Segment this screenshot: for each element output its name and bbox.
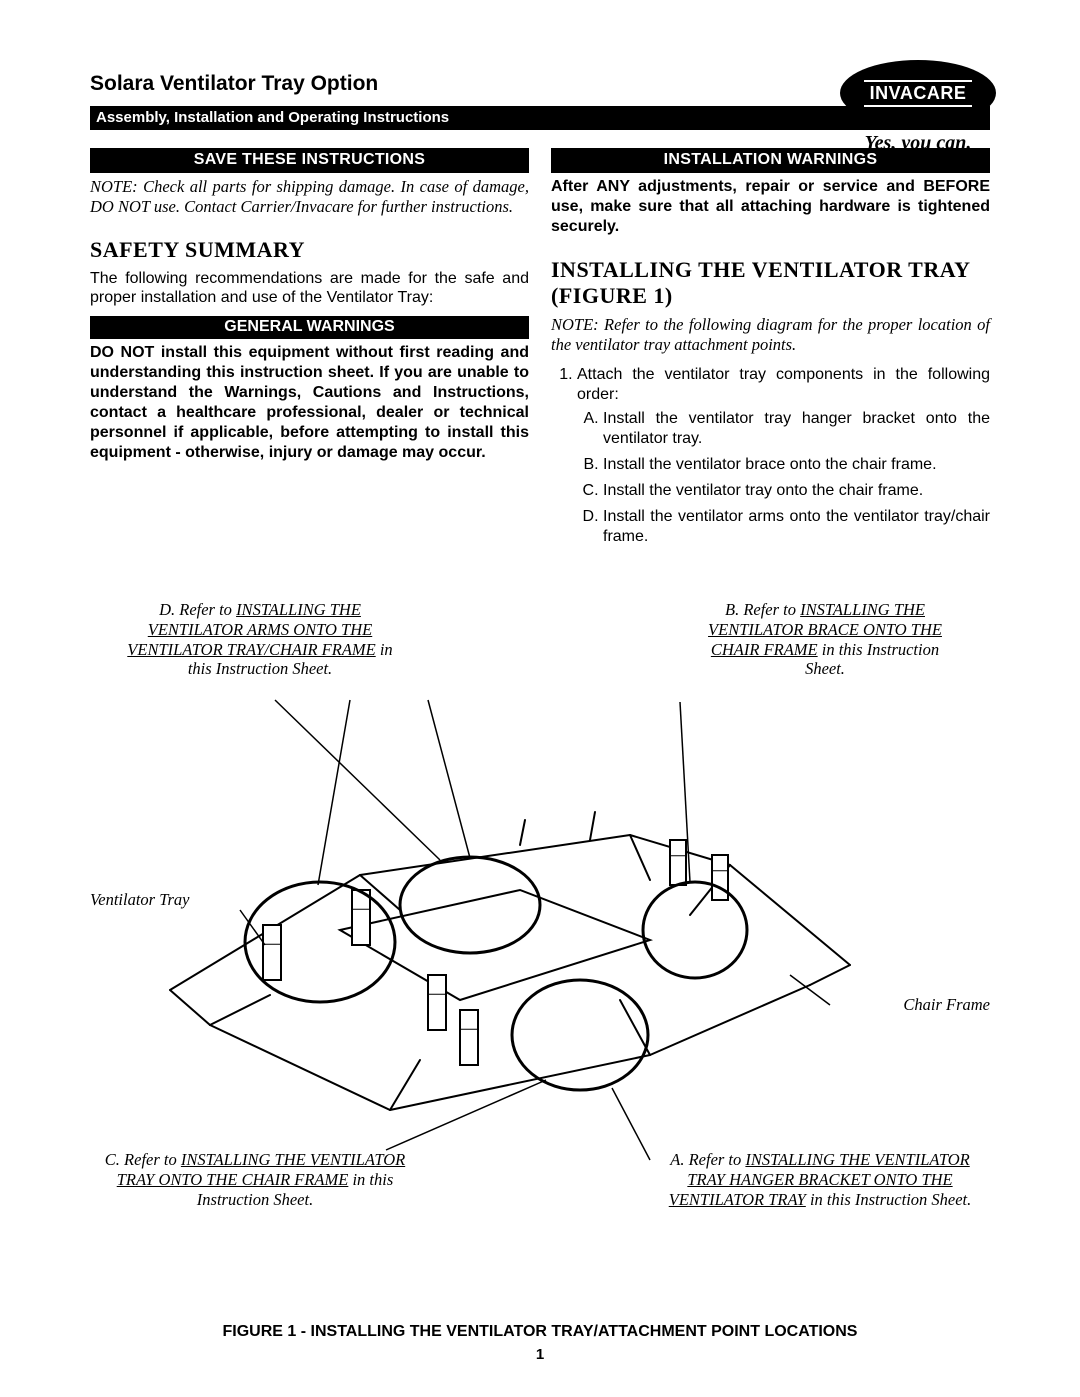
substep-c: Install the ventilator tray onto the cha…: [603, 481, 990, 501]
label-chair-frame: Chair Frame: [840, 995, 990, 1015]
substep-b: Install the ventilator brace onto the ch…: [603, 455, 990, 475]
callout-d-pre: D. Refer to: [159, 600, 236, 619]
general-warnings-header: GENERAL WARNINGS: [90, 316, 529, 339]
install-steps: Attach the ventilator tray components in…: [551, 365, 990, 547]
figure-1: D. Refer to INSTALLING THE VENTILATOR AR…: [90, 610, 990, 1367]
install-substeps: Install the ventilator tray hanger brack…: [577, 409, 990, 547]
step-1-text: Attach the ventilator tray components in…: [577, 366, 990, 403]
callout-a-pre: A. Refer to: [670, 1150, 745, 1169]
page-number: 1: [90, 1346, 990, 1363]
install-heading: INSTALLING THE VENTILATOR TRAY (FIGURE 1…: [551, 257, 990, 309]
brand-tagline: Yes, you can.: [840, 132, 996, 155]
label-ventilator-tray: Ventilator Tray: [90, 890, 240, 910]
brand-logo: INVACARE: [840, 60, 996, 126]
safety-summary-heading: SAFETY SUMMARY: [90, 237, 529, 263]
left-column: SAVE THESE INSTRUCTIONS NOTE: Check all …: [90, 148, 529, 553]
safety-intro-text: The following recommendations are made f…: [90, 269, 529, 308]
callout-c-pre: C. Refer to: [105, 1150, 181, 1169]
brand-block: INVACARE Yes, you can.: [840, 60, 996, 155]
figure-caption: FIGURE 1 - INSTALLING THE VENTILATOR TRA…: [90, 1323, 990, 1341]
callout-a: A. Refer to INSTALLING THE VENTILATOR TR…: [650, 1150, 990, 1209]
step-1: Attach the ventilator tray components in…: [577, 365, 990, 547]
page-header: Solara Ventilator Tray Option Assembly, …: [90, 72, 990, 130]
substep-a: Install the ventilator tray hanger brack…: [603, 409, 990, 449]
shipping-note: NOTE: Check all parts for shipping damag…: [90, 177, 529, 217]
content-columns: SAVE THESE INSTRUCTIONS NOTE: Check all …: [90, 148, 990, 553]
substep-d: Install the ventilator arms onto the ven…: [603, 507, 990, 547]
save-instructions-header: SAVE THESE INSTRUCTIONS: [90, 148, 529, 173]
callout-b: B. Refer to INSTALLING THE VENTILATOR BR…: [690, 600, 960, 679]
callout-b-post: in this Instruction Sheet.: [805, 640, 939, 679]
assembly-diagram: [90, 690, 990, 1170]
install-warnings-body: After ANY adjustments, repair or service…: [551, 177, 990, 237]
callout-c: C. Refer to INSTALLING THE VENTILATOR TR…: [100, 1150, 410, 1209]
general-warnings-body: DO NOT install this equipment without fi…: [90, 343, 529, 463]
brand-logo-text: INVACARE: [864, 80, 973, 107]
callout-b-pre: B. Refer to: [725, 600, 800, 619]
callout-d: D. Refer to INSTALLING THE VENTILATOR AR…: [120, 600, 400, 679]
install-note: NOTE: Refer to the following diagram for…: [551, 315, 990, 355]
callout-a-post: in this Instruction Sheet.: [806, 1190, 971, 1209]
right-column: INSTALLATION WARNINGS After ANY adjustme…: [551, 148, 990, 553]
